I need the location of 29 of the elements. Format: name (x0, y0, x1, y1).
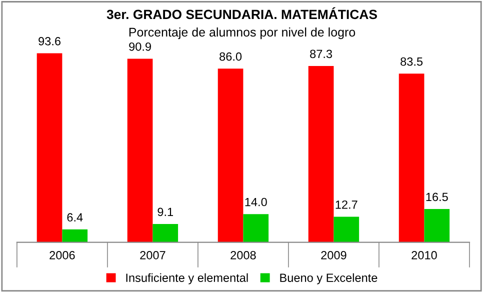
data-label: 6.4 (67, 213, 83, 222)
bar (424, 209, 450, 242)
bar (127, 58, 153, 242)
chart-subtitle: Porcentaje de alumnos por nivel de logro (129, 27, 356, 40)
x-tick-label: 2009 (321, 251, 346, 260)
bar (334, 216, 360, 242)
bar (218, 68, 244, 242)
legend-label: Insuficiente y elemental (126, 273, 248, 284)
x-tick-label: 2010 (412, 251, 437, 260)
x-tick-label: 2006 (50, 251, 75, 260)
bar (62, 229, 88, 242)
data-label: 93.6 (38, 37, 60, 46)
data-label: 9.1 (158, 208, 174, 216)
x-tick-label: 2007 (140, 251, 166, 260)
data-label: 90.9 (129, 42, 151, 51)
data-label: 87.3 (310, 50, 332, 58)
bar (243, 214, 269, 242)
chart-title: 3er. GRADO SECUNDARIA. MATEMÁTICAS (106, 7, 377, 20)
data-label: 12.7 (336, 200, 358, 209)
data-label: 14.0 (245, 198, 267, 206)
bar (398, 74, 424, 242)
data-label: 83.5 (400, 57, 423, 66)
x-tick-label: 2008 (230, 251, 256, 260)
legend-label: Bueno y Excelente (280, 273, 378, 284)
bar (36, 53, 62, 242)
data-label: 86.0 (220, 52, 242, 61)
bar (308, 66, 334, 242)
bar (152, 224, 178, 242)
data-label: 16.5 (426, 192, 448, 202)
